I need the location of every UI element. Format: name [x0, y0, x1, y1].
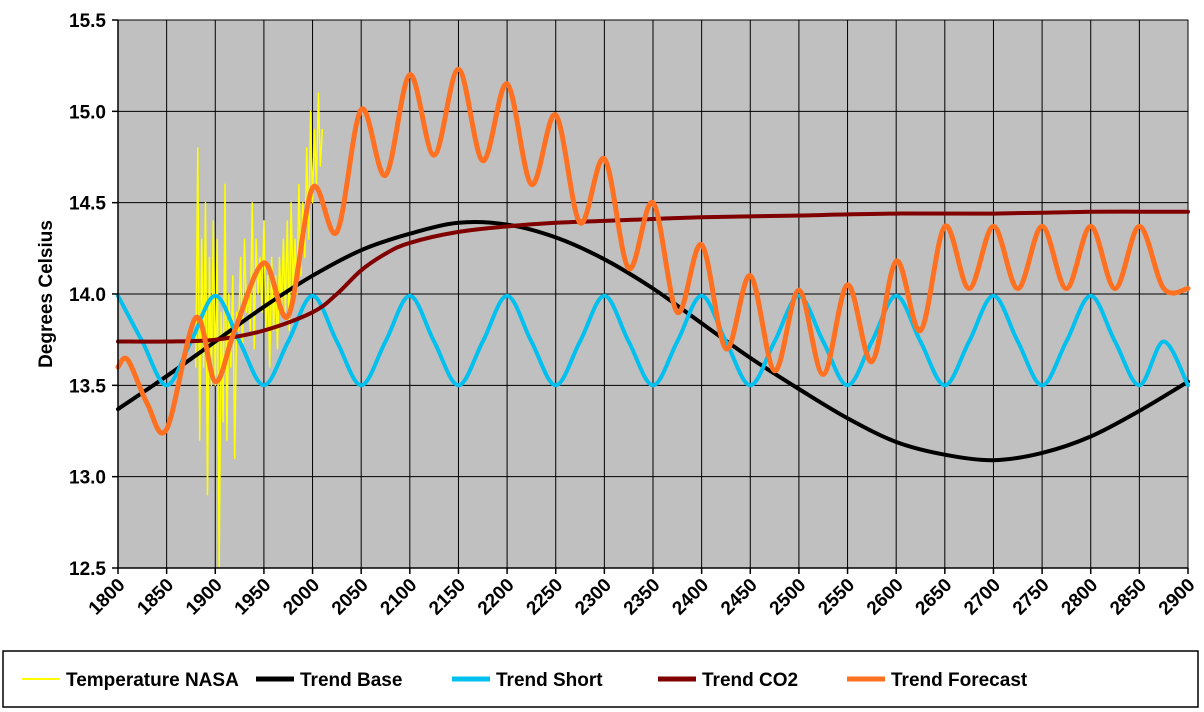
- x-tick-label: 2650: [912, 575, 957, 620]
- y-axis-title: Degrees Celsius: [36, 220, 57, 368]
- x-tick-label: 2400: [668, 575, 713, 620]
- x-tick-label: 2100: [377, 575, 422, 620]
- x-tick-label: 2800: [1058, 575, 1103, 620]
- legend-label-4: Trend Forecast: [891, 670, 1028, 691]
- legend-label-0: Temperature NASA: [66, 670, 239, 691]
- series-line-1: [116, 220, 1190, 463]
- series-line-4: [115, 66, 1191, 436]
- x-tick-label: 2150: [425, 575, 470, 620]
- x-tick-label: 2700: [960, 575, 1005, 620]
- series-line-3: [116, 209, 1190, 344]
- x-tick-label: 2850: [1106, 575, 1151, 620]
- x-tick-label: 2450: [717, 575, 762, 620]
- legend-label-3: Trend CO2: [702, 670, 798, 691]
- x-tick-labels: 1800 1850 1900 1950 2000 2050 2100 2150 2200 2250…: [85, 568, 1200, 619]
- x-tick-label: 2900: [1155, 575, 1200, 620]
- y-tick-label: 13.0: [69, 468, 106, 489]
- x-tick-label: 2550: [814, 575, 859, 620]
- x-tick-label: 1800: [85, 575, 130, 620]
- x-tick-label: 1850: [133, 575, 178, 620]
- y-tick-label: 14.0: [69, 285, 106, 306]
- y-tick-label: 12.5: [69, 559, 106, 580]
- x-tick-label: 2350: [620, 575, 665, 620]
- series-group: [115, 66, 1191, 569]
- legend: Temperature NASA Trend Base Trend Short Tre…: [22, 670, 1028, 691]
- x-tick-label: 2500: [766, 575, 811, 620]
- x-tick-label: 2000: [279, 575, 324, 620]
- x-tick-label: 2600: [863, 575, 908, 620]
- x-tick-label: 1950: [231, 575, 276, 620]
- x-tick-label: 2250: [523, 575, 568, 620]
- x-tick-label: 2200: [474, 575, 519, 620]
- x-tick-label: 2750: [1009, 575, 1054, 620]
- x-tick-label: 2300: [571, 575, 616, 620]
- legend-box: [2, 650, 1199, 708]
- x-tick-label: 1900: [182, 575, 227, 620]
- y-tick-label: 15.5: [69, 11, 106, 32]
- y-tick-label: 15.0: [69, 102, 106, 123]
- legend-label-1: Trend Base: [300, 670, 402, 691]
- legend-label-2: Trend Short: [496, 670, 603, 691]
- series-line-2: [116, 293, 1190, 388]
- y-tick-label: 14.5: [69, 194, 106, 215]
- y-tick-label: 13.5: [69, 376, 106, 397]
- y-tick-labels: 12.5 13.0 13.5 14.0 14.5 15.0 15.5: [69, 11, 118, 580]
- x-tick-label: 2050: [328, 575, 373, 620]
